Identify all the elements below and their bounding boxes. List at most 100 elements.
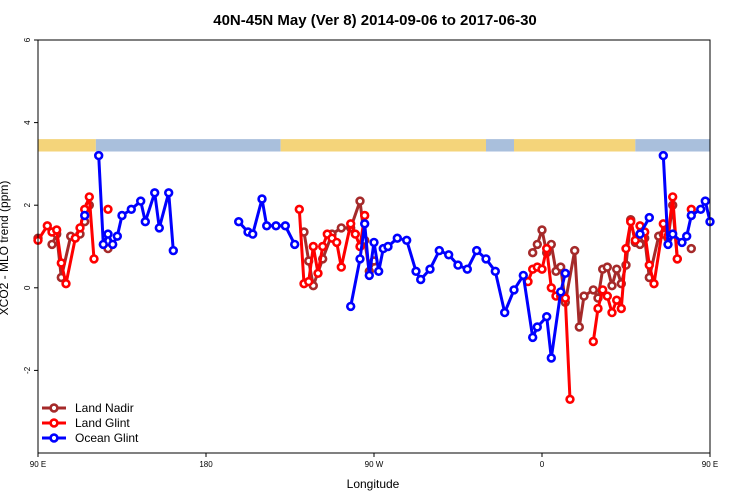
- data-point-land-nadir: [537, 225, 547, 235]
- data-point-land-glint: [103, 204, 113, 215]
- surface-band-ocean: [95, 139, 281, 152]
- data-point-land-glint: [332, 237, 342, 248]
- data-point-ocean-glint: [262, 221, 272, 231]
- data-point-land-glint: [294, 204, 304, 215]
- data-point-land-glint: [541, 243, 552, 254]
- data-point-land-nadir: [588, 285, 598, 295]
- data-point-land-nadir: [574, 322, 584, 332]
- data-point-ocean-glint: [518, 270, 528, 281]
- y-tick-label: 6: [23, 37, 32, 42]
- data-point-land-glint: [89, 254, 99, 264]
- legend-label-ocean-glint: Ocean Glint: [75, 431, 139, 445]
- data-point-ocean-glint: [140, 217, 151, 227]
- data-point-ocean-glint: [462, 264, 472, 274]
- data-point-land-glint: [630, 235, 640, 246]
- data-point-ocean-glint: [374, 266, 384, 276]
- data-point-land-nadir: [569, 245, 580, 256]
- y-tick-label: 0: [23, 285, 32, 290]
- data-point-ocean-glint: [248, 229, 258, 239]
- data-point-ocean-glint: [392, 233, 402, 243]
- data-point-land-glint: [336, 262, 346, 272]
- legend-label-land-glint: Land Glint: [75, 416, 130, 430]
- data-point-land-nadir: [532, 239, 542, 250]
- data-point-land-glint: [607, 307, 617, 318]
- data-point-land-nadir: [336, 223, 346, 233]
- data-point-land-glint: [313, 268, 323, 278]
- data-point-ocean-glint: [644, 212, 654, 223]
- data-point-land-nadir: [355, 196, 365, 206]
- data-point-ocean-glint: [425, 264, 435, 274]
- data-point-ocean-glint: [402, 235, 412, 246]
- data-point-ocean-glint: [369, 237, 379, 248]
- legend-label-land-nadir: Land Nadir: [75, 401, 134, 415]
- surface-band-land: [514, 139, 636, 152]
- data-point-land-glint: [611, 295, 622, 305]
- data-point-ocean-glint: [234, 217, 244, 227]
- data-point-ocean-glint: [500, 307, 510, 318]
- surface-band-ocean: [635, 139, 710, 152]
- data-point-ocean-glint: [136, 196, 146, 206]
- data-point-land-glint: [649, 279, 659, 289]
- y-axis-label: XCO2 - MLO trend (ppm): [0, 181, 11, 316]
- data-point-ocean-glint: [383, 241, 393, 252]
- data-point-ocean-glint: [360, 219, 370, 229]
- data-point-ocean-glint: [154, 223, 165, 233]
- x-tick-label: 90 E: [702, 460, 718, 469]
- data-point-ocean-glint: [411, 266, 421, 276]
- x-tick-label: 0: [540, 460, 545, 469]
- legend-marker-land-nadir: [49, 403, 59, 413]
- x-tick-label: 180: [199, 460, 213, 469]
- data-point-land-glint: [602, 291, 612, 301]
- data-point-land-glint: [621, 243, 631, 254]
- data-point-ocean-glint: [635, 229, 645, 239]
- data-point-ocean-glint: [541, 312, 552, 322]
- surface-band-ocean: [486, 139, 514, 152]
- data-point-ocean-glint: [686, 210, 696, 221]
- legend-marker-ocean-glint: [49, 433, 59, 443]
- y-tick-label: 4: [23, 120, 32, 125]
- y-tick-label: -2: [23, 366, 32, 374]
- data-point-land-glint: [42, 221, 52, 231]
- data-point-ocean-glint: [472, 245, 482, 256]
- data-point-land-glint: [672, 254, 682, 264]
- data-point-land-glint: [360, 210, 370, 221]
- data-point-land-glint: [616, 303, 626, 314]
- data-point-ocean-glint: [555, 287, 566, 297]
- data-point-ocean-glint: [532, 322, 542, 332]
- data-point-land-nadir: [686, 243, 696, 254]
- data-point-ocean-glint: [416, 274, 426, 285]
- x-axis-label: Longitude: [347, 477, 400, 491]
- data-point-land-nadir: [555, 262, 566, 272]
- data-point-ocean-glint: [453, 260, 463, 270]
- data-point-land-glint: [61, 279, 71, 289]
- data-point-ocean-glint: [280, 221, 290, 231]
- data-point-land-glint: [593, 303, 603, 314]
- data-point-land-glint: [70, 233, 81, 243]
- surface-band-land: [38, 139, 96, 152]
- data-point-land-glint: [304, 276, 314, 287]
- data-point-land-glint: [56, 258, 66, 268]
- data-point-land-glint: [537, 264, 547, 274]
- y-tick-label: 2: [23, 202, 32, 207]
- data-point-ocean-glint: [481, 254, 491, 264]
- data-point-land-nadir: [579, 291, 589, 301]
- data-point-land-nadir: [611, 264, 622, 274]
- data-point-ocean-glint: [700, 196, 710, 206]
- data-point-land-glint: [318, 241, 328, 252]
- data-point-ocean-glint: [509, 285, 519, 295]
- data-point-land-glint: [346, 219, 356, 229]
- data-point-land-glint: [350, 229, 360, 239]
- data-point-ocean-glint: [107, 239, 118, 250]
- data-point-ocean-glint: [560, 268, 570, 278]
- data-point-land-glint: [597, 285, 608, 295]
- data-point-ocean-glint: [150, 188, 160, 198]
- data-point-ocean-glint: [364, 270, 374, 281]
- data-point-land-glint: [565, 394, 575, 404]
- data-point-land-nadir: [607, 281, 617, 291]
- x-tick-label: 90 W: [365, 460, 384, 469]
- data-point-land-glint: [51, 225, 62, 235]
- data-point-ocean-glint: [663, 239, 673, 250]
- data-point-ocean-glint: [681, 231, 692, 241]
- data-point-land-glint: [84, 192, 95, 202]
